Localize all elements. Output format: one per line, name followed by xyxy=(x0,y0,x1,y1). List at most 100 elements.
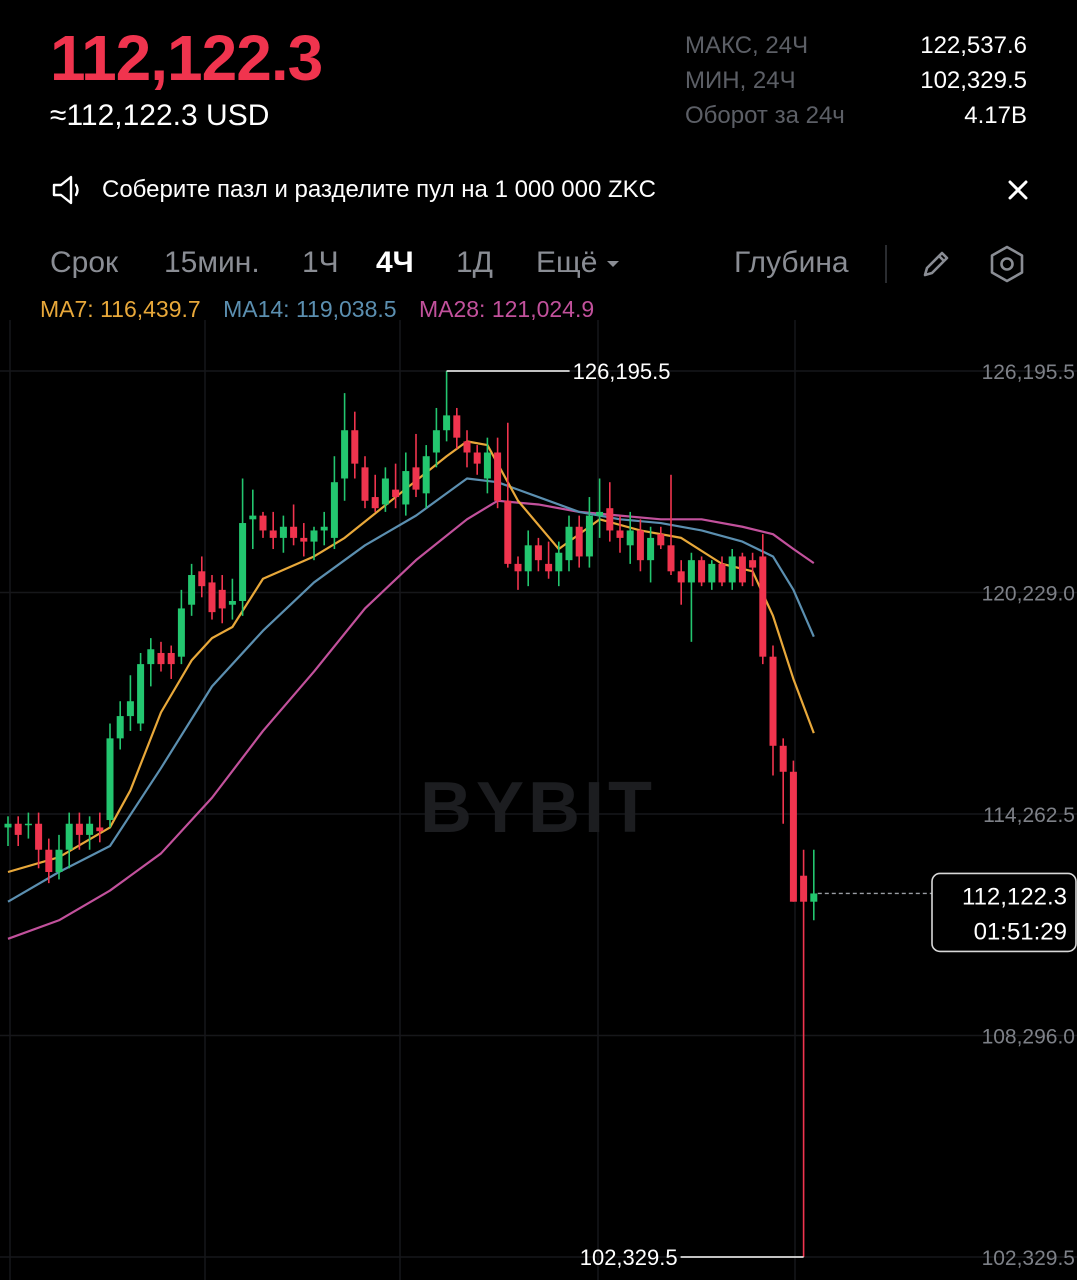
candle-body xyxy=(463,441,471,453)
candle-body xyxy=(647,537,655,561)
candle-body xyxy=(351,430,359,464)
candle xyxy=(259,511,267,538)
candle xyxy=(616,515,624,553)
tab-15min[interactable]: 15мин. xyxy=(164,246,260,279)
stat-turnover-label: Оборот за 24ч xyxy=(685,101,845,129)
current-price-box[interactable] xyxy=(931,872,1077,953)
candle xyxy=(432,407,440,468)
stat-turnover: Оборот за 24ч 4.17B xyxy=(685,98,1027,133)
tab-1h[interactable]: 1Ч xyxy=(302,246,339,279)
ma14-line xyxy=(7,477,815,903)
interval-tabs: Срок 15мин. 1Ч 4Ч 1Д Ещё Глубина xyxy=(50,240,1040,290)
candle-body xyxy=(443,415,451,431)
candle xyxy=(177,589,185,665)
pencil-icon[interactable] xyxy=(916,244,956,284)
candle-body xyxy=(208,582,216,613)
candle-body xyxy=(249,515,257,520)
settings-hex-icon[interactable] xyxy=(987,244,1027,284)
candle xyxy=(218,575,226,624)
candle xyxy=(412,433,420,498)
candle-body xyxy=(657,534,665,546)
candle-body xyxy=(769,656,777,746)
candle xyxy=(188,563,196,616)
candle-body xyxy=(575,526,583,557)
candle xyxy=(422,445,430,509)
candle xyxy=(463,430,471,468)
candle xyxy=(759,534,767,665)
candle-body xyxy=(698,560,706,583)
candle xyxy=(96,812,104,843)
tab-more[interactable]: Ещё xyxy=(536,246,620,280)
stat-high: МАКС, 24Ч 122,537.6 xyxy=(685,28,1027,63)
stat-low-label: МИН, 24Ч xyxy=(685,66,796,94)
candle-body xyxy=(667,545,675,572)
candle-body xyxy=(137,664,145,724)
candle xyxy=(126,675,134,731)
candle-body xyxy=(239,523,247,602)
candle-body xyxy=(412,467,420,490)
tab-4h[interactable]: 4Ч xyxy=(376,246,414,279)
candle-body xyxy=(749,560,757,568)
candle xyxy=(728,549,736,590)
candle xyxy=(779,738,787,824)
candle-body xyxy=(534,545,542,561)
candle xyxy=(494,437,502,509)
candle xyxy=(147,638,155,687)
candle xyxy=(606,482,614,542)
close-icon[interactable] xyxy=(1000,172,1036,208)
candle-body xyxy=(779,745,787,772)
candle-body xyxy=(341,430,349,479)
candle-body xyxy=(177,608,185,657)
candle-body xyxy=(494,452,502,501)
candle-body xyxy=(371,497,379,509)
tab-time[interactable]: Срок xyxy=(50,246,119,279)
candle xyxy=(4,816,12,847)
candle-body xyxy=(320,526,328,531)
candle xyxy=(810,849,818,921)
candle-body xyxy=(483,452,491,479)
candle-body xyxy=(606,508,614,531)
candle xyxy=(279,515,287,553)
candle xyxy=(647,526,655,583)
candle xyxy=(341,393,349,501)
candle-body xyxy=(116,716,124,739)
candle-body xyxy=(126,701,134,717)
candle xyxy=(738,552,746,587)
bybit-watermark: BYBIT xyxy=(420,768,656,848)
ma14-label: MA14: 119,038.5 xyxy=(223,296,397,322)
candle xyxy=(55,834,63,880)
candle xyxy=(239,478,247,616)
candle-body xyxy=(45,849,53,873)
candle-body xyxy=(565,526,573,561)
candle-body xyxy=(453,415,461,438)
price-chart[interactable]: BYBIT 126,195.5 102,329.5 126,195.5 120,22… xyxy=(0,320,1077,1280)
candle xyxy=(524,530,532,587)
candle xyxy=(585,497,593,568)
promo-banner[interactable]: Соберите пазл и разделите пул на 1 000 0… xyxy=(50,168,1040,212)
tab-depth[interactable]: Глубина xyxy=(734,246,849,279)
candle-body xyxy=(4,823,12,828)
candle xyxy=(677,560,685,605)
candle xyxy=(320,511,328,546)
candle-body xyxy=(228,601,236,605)
candle-body xyxy=(514,563,522,572)
current-price-label: 112,122.3 xyxy=(962,883,1067,910)
candle-body xyxy=(626,530,634,546)
candle-body xyxy=(402,471,410,505)
candle xyxy=(483,437,491,494)
tab-1d[interactable]: 1Д xyxy=(456,246,494,279)
candle-body xyxy=(555,552,563,572)
candle-body xyxy=(432,430,440,453)
candle xyxy=(381,467,389,512)
candle-body xyxy=(524,545,532,572)
ma7-line xyxy=(7,440,815,874)
promo-banner-text: Соберите пазл и разделите пул на 1 000 0… xyxy=(102,176,657,203)
candle xyxy=(545,541,553,579)
y-tick-label: 102,329.5 xyxy=(982,1247,1075,1270)
candle xyxy=(687,552,695,642)
candle xyxy=(198,556,206,598)
stat-low: МИН, 24Ч 102,329.5 xyxy=(685,63,1027,98)
y-tick-label: 114,262.5 xyxy=(983,804,1075,827)
candle xyxy=(290,504,298,546)
candle xyxy=(596,478,604,538)
